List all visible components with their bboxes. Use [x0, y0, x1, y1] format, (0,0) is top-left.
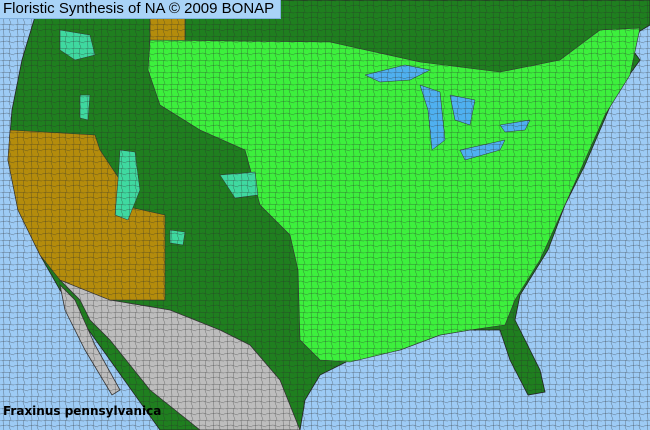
species-label: Fraxinus pennsylvanica — [3, 404, 162, 418]
map-title: Floristic Synthesis of NA © 2009 BONAP — [0, 0, 282, 19]
